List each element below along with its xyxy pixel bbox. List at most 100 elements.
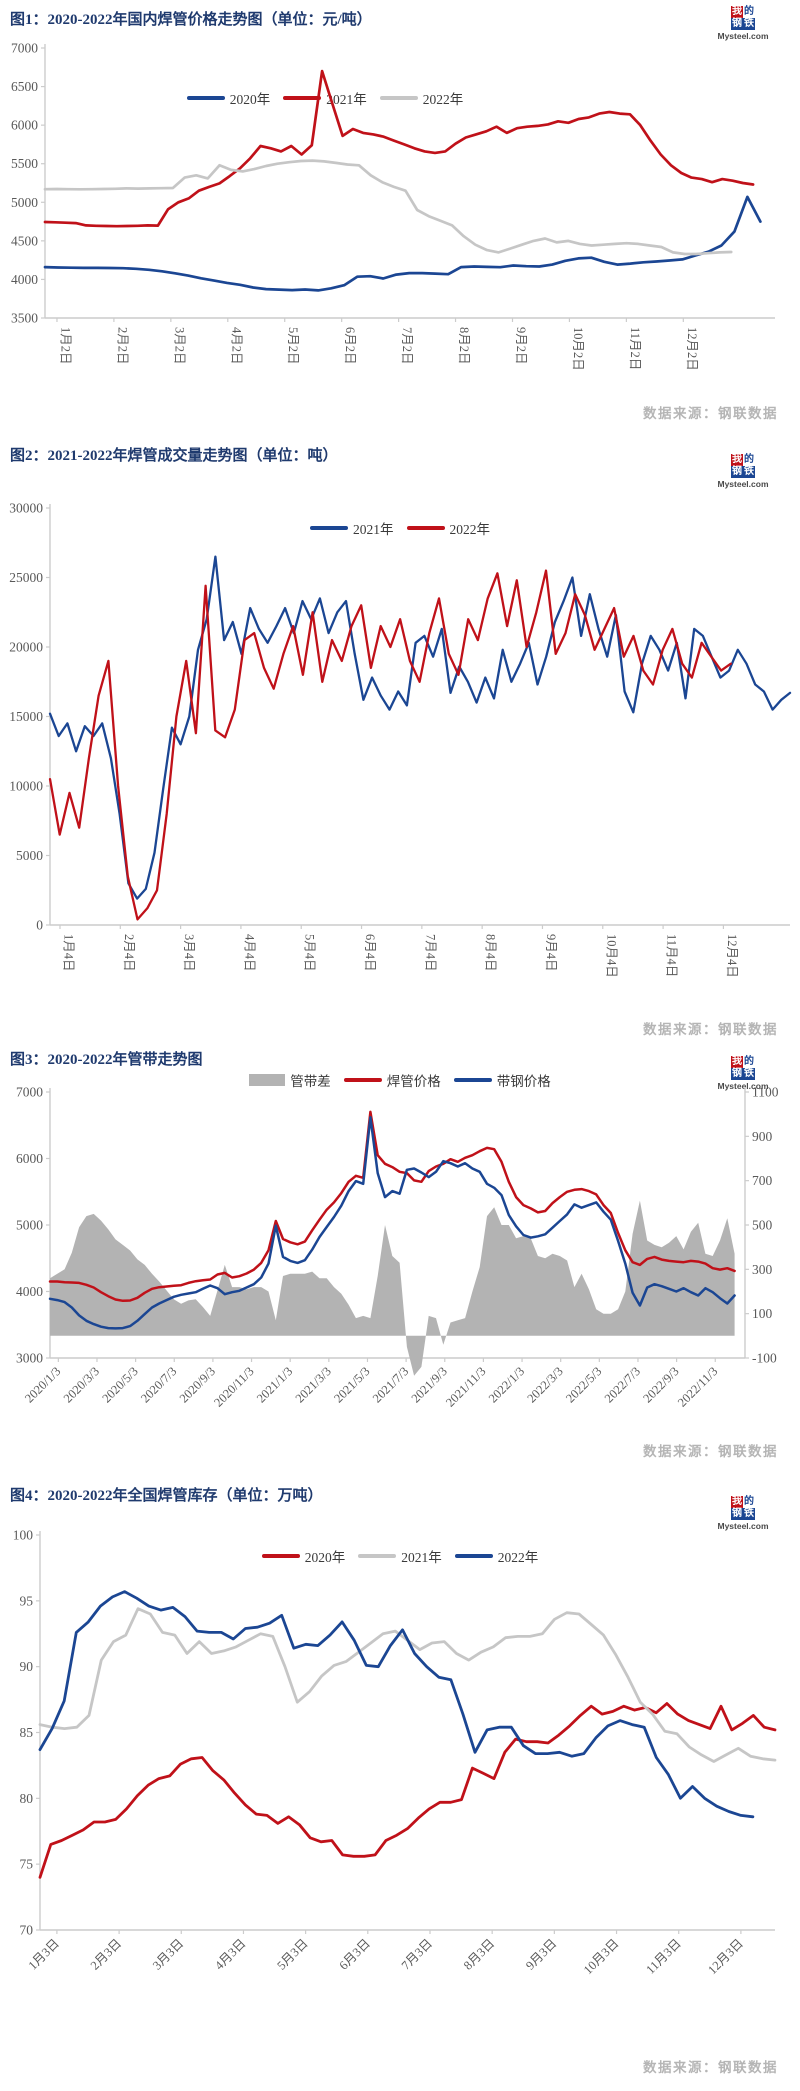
svg-text:2022/11/3: 2022/11/3	[675, 1364, 720, 1409]
mysteel-logo-grid: 我 的 钢 铁	[731, 6, 755, 30]
svg-text:2021/7/3: 2021/7/3	[370, 1364, 411, 1405]
mysteel-logo-grid: 我 的 钢 铁	[731, 1496, 755, 1520]
svg-text:75: 75	[20, 1857, 34, 1872]
svg-text:3月4日: 3月4日	[182, 934, 196, 972]
data-source-note: 数据来源：钢联数据	[643, 1022, 778, 1037]
svg-text:6500: 6500	[11, 79, 38, 94]
svg-text:12月3日: 12月3日	[705, 1936, 746, 1977]
chart-4-title: 图4：2020-2022年全国焊管库存（单位：万吨）	[10, 1488, 323, 1504]
svg-text:4500: 4500	[11, 233, 38, 248]
mysteel-logo: 我 的 钢 铁 Mysteel.com	[714, 1056, 772, 1091]
svg-text:2022/3/3: 2022/3/3	[524, 1364, 565, 1405]
svg-text:85: 85	[20, 1725, 34, 1740]
logo-char: 的	[743, 6, 755, 18]
logo-site-text: Mysteel.com	[717, 1081, 769, 1091]
svg-text:2月3日: 2月3日	[88, 1936, 124, 1972]
svg-text:-100: -100	[752, 1351, 777, 1366]
svg-text:9月3日: 9月3日	[523, 1936, 559, 1972]
svg-text:2021/11/3: 2021/11/3	[443, 1364, 488, 1409]
svg-text:90: 90	[20, 1659, 34, 1674]
logo-char: 铁	[743, 466, 755, 478]
svg-text:10月4日: 10月4日	[604, 934, 618, 978]
svg-text:12月2日: 12月2日	[685, 327, 699, 371]
svg-text:12月4日: 12月4日	[725, 934, 739, 978]
svg-text:4月2日: 4月2日	[229, 327, 243, 365]
svg-text:11月3日: 11月3日	[643, 1936, 684, 1977]
logo-char: 的	[743, 1496, 755, 1508]
logo-char: 我	[731, 454, 743, 466]
svg-text:900: 900	[752, 1129, 773, 1144]
logo-site-text: Mysteel.com	[717, 31, 769, 41]
svg-text:2021/5/3: 2021/5/3	[331, 1364, 372, 1405]
logo-char: 钢	[731, 18, 743, 30]
svg-text:700: 700	[752, 1173, 773, 1188]
logo-char: 的	[743, 454, 755, 466]
mysteel-logo-grid: 我 的 钢 铁	[731, 454, 755, 478]
svg-text:2021/3/3: 2021/3/3	[293, 1364, 334, 1405]
svg-text:1月4日: 1月4日	[61, 934, 75, 972]
chart-2-volume-trend: 0 5000 10000 15000 20000 25000 30000 1月4日 2月4日 3月…	[9, 501, 792, 978]
logo-char: 铁	[743, 18, 755, 30]
svg-text:100: 100	[13, 1528, 34, 1543]
svg-text:7000: 7000	[16, 1085, 43, 1100]
logo-char: 我	[731, 6, 743, 18]
svg-text:3月2日: 3月2日	[172, 327, 186, 365]
svg-text:70: 70	[20, 1923, 34, 1938]
mysteel-logo-grid: 我 的 钢 铁	[731, 1056, 755, 1080]
svg-text:2020/3/3: 2020/3/3	[61, 1364, 102, 1405]
svg-text:5500: 5500	[11, 156, 38, 171]
svg-text:3500: 3500	[11, 311, 38, 326]
logo-char: 钢	[731, 466, 743, 478]
svg-text:4月4日: 4月4日	[242, 934, 256, 972]
svg-text:10000: 10000	[9, 779, 43, 794]
svg-text:100: 100	[752, 1306, 773, 1321]
svg-text:1月3日: 1月3日	[26, 1936, 62, 1972]
svg-text:2022/5/3: 2022/5/3	[563, 1364, 604, 1405]
logo-char: 我	[731, 1056, 743, 1068]
svg-text:30000: 30000	[9, 501, 43, 516]
mysteel-logo: 我 的 钢 铁 Mysteel.com	[714, 6, 772, 41]
svg-text:11月2日: 11月2日	[628, 327, 642, 370]
logo-char: 钢	[731, 1068, 743, 1080]
svg-text:8月4日: 8月4日	[484, 934, 498, 972]
svg-text:6000: 6000	[11, 118, 38, 133]
svg-text:4000: 4000	[11, 272, 38, 287]
svg-text:3月3日: 3月3日	[150, 1936, 186, 1972]
svg-text:300: 300	[752, 1262, 773, 1277]
chart-1-title: 图1：2020-2022年国内焊管价格走势图（单位：元/吨）	[10, 12, 372, 28]
svg-text:500: 500	[752, 1218, 773, 1233]
svg-text:7月3日: 7月3日	[399, 1936, 435, 1972]
svg-text:95: 95	[20, 1593, 34, 1608]
svg-text:4月3日: 4月3日	[212, 1936, 248, 1972]
svg-text:80: 80	[20, 1791, 34, 1806]
svg-text:8月2日: 8月2日	[457, 327, 471, 365]
logo-char: 钢	[731, 1508, 743, 1520]
svg-text:2020/1/3: 2020/1/3	[22, 1364, 63, 1405]
svg-text:10月3日: 10月3日	[581, 1936, 622, 1977]
svg-text:5000: 5000	[11, 195, 38, 210]
svg-text:7月4日: 7月4日	[423, 934, 437, 972]
svg-text:7000: 7000	[11, 41, 38, 56]
logo-char: 铁	[743, 1508, 755, 1520]
svg-text:7月2日: 7月2日	[400, 327, 414, 365]
logo-char: 的	[743, 1056, 755, 1068]
logo-char: 铁	[743, 1068, 755, 1080]
chart-2-title: 图2：2021-2022年焊管成交量走势图（单位：吨）	[10, 448, 338, 464]
svg-text:3000: 3000	[16, 1351, 43, 1366]
svg-text:2月2日: 2月2日	[115, 327, 129, 365]
svg-text:10月2日: 10月2日	[571, 327, 585, 371]
svg-text:25000: 25000	[9, 570, 43, 585]
logo-char: 我	[731, 1496, 743, 1508]
svg-text:5000: 5000	[16, 1218, 43, 1233]
data-source-note: 数据来源：钢联数据	[643, 406, 778, 421]
svg-text:1月2日: 1月2日	[58, 327, 72, 365]
svg-text:8月3日: 8月3日	[461, 1936, 497, 1972]
mysteel-logo: 我 的 钢 铁 Mysteel.com	[714, 454, 772, 489]
data-source-note: 数据来源：钢联数据	[643, 1444, 778, 1459]
svg-text:2020/5/3: 2020/5/3	[99, 1364, 140, 1405]
svg-text:2月4日: 2月4日	[122, 934, 136, 972]
svg-text:20000: 20000	[9, 640, 43, 655]
svg-text:6月4日: 6月4日	[363, 934, 377, 972]
chart-4-inventory-trend: 70 75 80 85 90 95 100 1月3日 2月3日 3月3日 4月3日 5月3日 6月3日 7…	[13, 1528, 777, 1977]
